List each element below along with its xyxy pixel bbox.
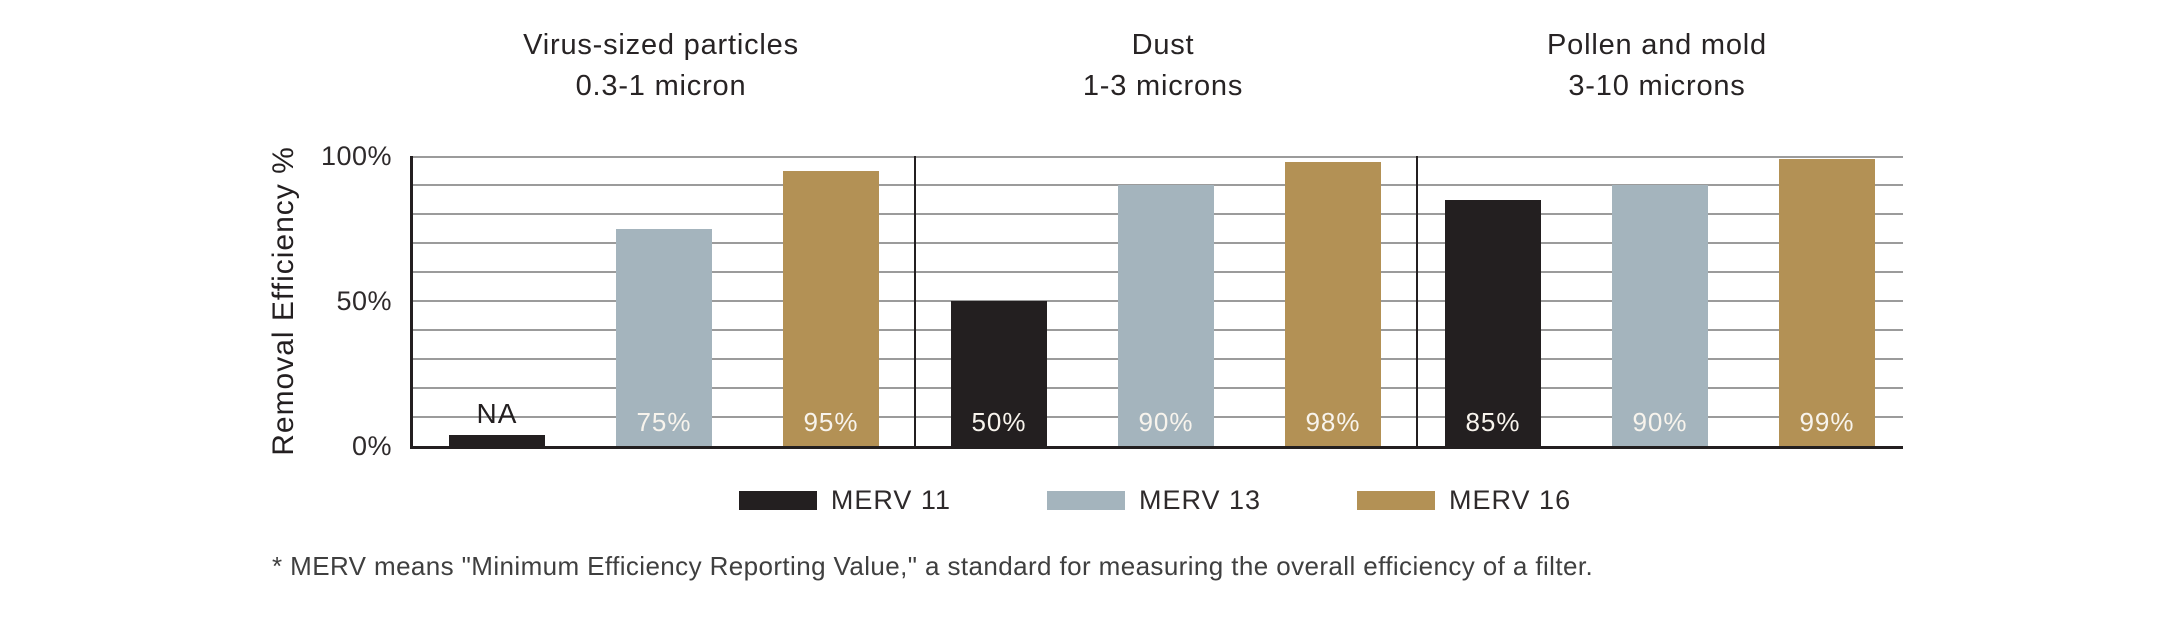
panel-title-line2: 1-3 microns [1082, 70, 1244, 102]
panel-title: Virus-sized particles 0.3-1 micron [523, 25, 799, 107]
bar-merv-16: 98% [1285, 161, 1381, 446]
panel-title: Dust 1-3 microns [1083, 25, 1243, 107]
bar-value-label: 85% [1465, 407, 1521, 437]
panel-title: Pollen and mold 3-10 microns [1547, 25, 1767, 107]
plot-area: NA 75% 95% 50% 90% 98% 85% 90% 99% [410, 156, 1903, 449]
panel-divider [914, 156, 916, 446]
bar-merv-11: 50% [951, 301, 1047, 446]
panel-title-line1: Pollen and mold [1547, 29, 1767, 61]
legend: MERV 11 MERV 13 MERV 16 [410, 485, 1900, 516]
legend-item: MERV 13 [1046, 485, 1262, 516]
bar-merv-13: 90% [1612, 185, 1708, 446]
bar-value-label: 50% [971, 407, 1027, 437]
legend-label: MERV 16 [1449, 485, 1572, 515]
panel-title-line1: Virus-sized particles [523, 29, 799, 61]
bar-merv-11: 85% [1445, 199, 1541, 446]
bar-value-label: 99% [1799, 407, 1855, 437]
bar-value-label: 90% [1138, 407, 1194, 437]
y-tick-label: 0% [351, 431, 392, 461]
gridline [413, 156, 1903, 158]
bar-merv-13: 90% [1118, 185, 1214, 446]
legend-swatch [1357, 491, 1436, 510]
bar-value-label: 98% [1305, 407, 1361, 437]
bar-merv-11 [449, 435, 545, 446]
panel-title-line1: Dust [1131, 29, 1195, 61]
footnote: * MERV means "Minimum Efficiency Reporti… [272, 551, 1594, 581]
bar-merv-16: 99% [1779, 158, 1875, 446]
bar-value-label: 90% [1632, 407, 1688, 437]
legend-label: MERV 11 [830, 485, 951, 515]
panel-title-line2: 0.3-1 micron [575, 70, 747, 102]
panel-title-line2: 3-10 microns [1568, 70, 1746, 102]
legend-swatch [738, 491, 817, 510]
legend-item: MERV 16 [1357, 485, 1571, 516]
legend-item: MERV 11 [738, 485, 951, 516]
legend-swatch [1046, 491, 1125, 510]
panel-divider [1416, 156, 1418, 446]
bar-value-label: NA [476, 398, 518, 429]
y-tick-label: 50% [336, 286, 392, 316]
bar-value-label: 95% [803, 407, 859, 437]
bar-value-label: 75% [636, 407, 692, 437]
bar-merv-13: 75% [616, 228, 712, 446]
legend-label: MERV 13 [1138, 485, 1262, 515]
y-tick-label: 100% [320, 141, 392, 171]
bar-merv-16: 95% [783, 170, 879, 446]
